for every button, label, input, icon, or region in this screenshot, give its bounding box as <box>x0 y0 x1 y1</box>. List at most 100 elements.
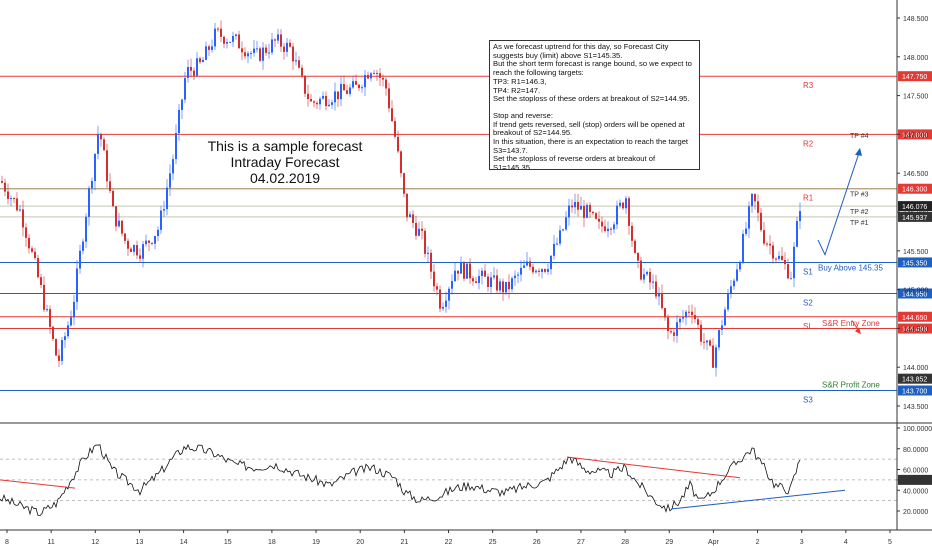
candle-body <box>298 60 300 68</box>
candle-body <box>706 340 708 343</box>
candle-body <box>274 39 276 41</box>
candle-body <box>595 213 597 219</box>
candle-body <box>313 101 315 103</box>
candle-body <box>703 341 705 343</box>
sr-level-label: R2 <box>803 139 814 148</box>
candle-body <box>139 255 141 259</box>
candle-body <box>661 292 663 309</box>
candle-body <box>412 214 414 223</box>
candle-body <box>439 289 441 309</box>
candle-body <box>277 34 279 41</box>
candle-body <box>796 221 798 247</box>
candle-body <box>397 136 399 152</box>
tp-label: TP #4 <box>850 133 869 140</box>
time-tick-label: 14 <box>180 539 188 546</box>
note-line: TP3: R1=146.3, <box>493 76 547 86</box>
candle-body <box>226 42 228 44</box>
osc-trendline-red <box>0 479 76 489</box>
sr-level-label: R3 <box>803 81 814 90</box>
sr-level-label: S2 <box>803 298 813 307</box>
time-tick-label: 4 <box>844 539 848 546</box>
time-tick-label: 27 <box>577 539 585 546</box>
candle-body <box>235 34 237 36</box>
sr-level-badge <box>898 311 932 322</box>
candle-body <box>727 293 729 310</box>
candle-body <box>748 206 750 229</box>
price-badge-text: 146.076 <box>902 204 927 211</box>
candle-body <box>442 306 444 309</box>
time-tick-label: 20 <box>356 539 364 546</box>
profit-zone-label: S&R Profit Zone <box>822 381 880 390</box>
candle-body <box>517 274 519 276</box>
sr-level-label: S1 <box>803 267 813 276</box>
candle-body <box>85 216 87 242</box>
candle-body <box>223 36 225 44</box>
candle-body <box>436 286 438 290</box>
candle-body <box>655 281 657 297</box>
candle-body <box>679 318 681 323</box>
candle-body <box>577 202 579 210</box>
sr-level-badge <box>898 257 932 268</box>
osc-tick-label: 100.0000 <box>903 426 932 433</box>
candle-body <box>673 332 675 336</box>
note-line: In this situation, there is an expectati… <box>493 137 689 155</box>
sr-level-label: SL <box>803 322 813 331</box>
candle-body <box>568 205 570 218</box>
candle-body <box>193 70 195 76</box>
candle-body <box>55 339 57 356</box>
candle-body <box>715 347 717 368</box>
candle-body <box>658 292 660 297</box>
candle-body <box>754 193 756 202</box>
candle-body <box>94 153 96 182</box>
sr-level-price: 147.750 <box>902 74 927 81</box>
candle-body <box>109 181 111 191</box>
forecast-title-line-1: This is a sample forecast <box>207 138 363 154</box>
candle-body <box>799 211 801 222</box>
candle-body <box>232 35 234 42</box>
candle-body <box>100 133 102 140</box>
candle-body <box>454 270 456 282</box>
candle-body <box>13 198 15 200</box>
candle-body <box>64 336 66 341</box>
candle-body <box>565 217 567 230</box>
candle-body <box>271 39 273 53</box>
candle-body <box>292 46 294 62</box>
candle-body <box>775 258 777 260</box>
candle-body <box>127 240 129 249</box>
price-badge <box>898 373 932 384</box>
candle-body <box>418 228 420 236</box>
sr-level-price: 144.650 <box>902 315 927 322</box>
sr-level-badge <box>898 323 932 334</box>
price-tick-label: 147.500 <box>903 94 928 101</box>
candle-body <box>364 74 366 88</box>
candle-body <box>337 91 339 100</box>
candle-body <box>622 202 624 209</box>
sr-level-badge <box>898 183 932 194</box>
candle-body <box>43 284 45 310</box>
candle-body <box>562 229 564 231</box>
candle-body <box>559 230 561 244</box>
candle-body <box>184 77 186 100</box>
candle-body <box>403 173 405 194</box>
candle-body <box>253 48 255 54</box>
time-tick-label: 2 <box>756 539 760 546</box>
candle-body <box>16 198 18 211</box>
candle-body <box>487 276 489 287</box>
note-line: Stop and reverse: <box>493 110 553 120</box>
candle-body <box>58 355 60 361</box>
candle-body <box>730 286 732 294</box>
candle-body <box>463 262 465 279</box>
price-tick-label: 146.500 <box>903 171 928 178</box>
candle-body <box>310 98 312 102</box>
candle-body <box>613 224 615 230</box>
candle-body <box>304 75 306 94</box>
osc-value-badge <box>898 474 932 485</box>
candle-body <box>25 227 27 238</box>
sr-level-label: S3 <box>803 395 813 404</box>
sr-level-badge <box>898 288 932 299</box>
sr-level-badge <box>898 385 932 396</box>
candle-body <box>481 270 483 277</box>
note-line: If trend gets reversed, sell (stop) orde… <box>493 119 685 138</box>
osc-tick-label: 50.0000 <box>903 478 928 485</box>
